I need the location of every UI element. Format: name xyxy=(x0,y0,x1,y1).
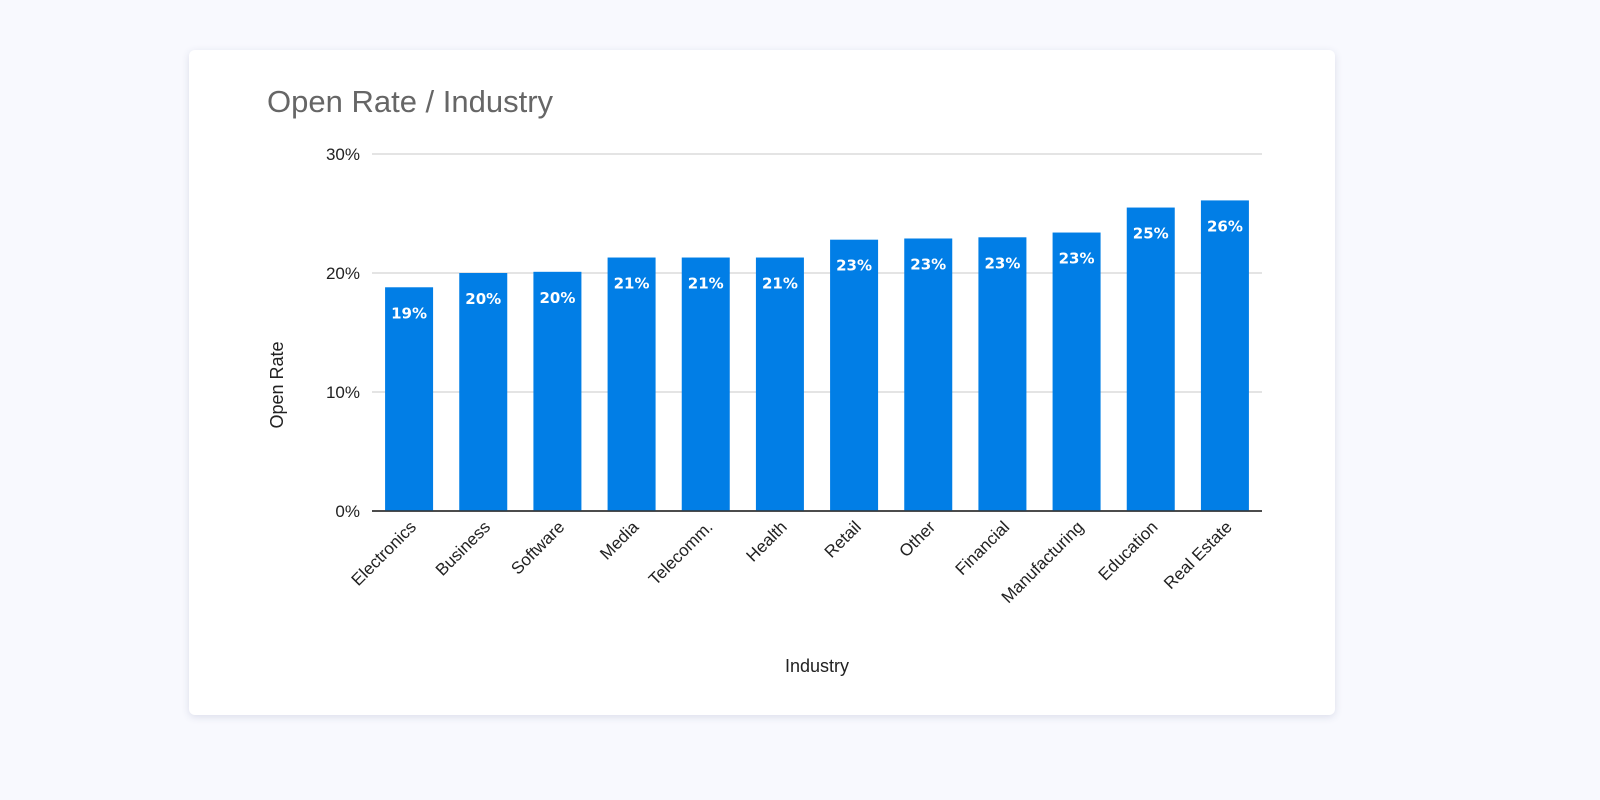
data-label: 21% xyxy=(614,275,650,293)
bar xyxy=(978,237,1027,512)
data-label: 21% xyxy=(688,275,724,293)
bar xyxy=(755,257,804,511)
data-label: 23% xyxy=(836,257,872,275)
bar xyxy=(904,238,953,512)
bar xyxy=(459,273,508,511)
y-tick-label: 20% xyxy=(326,264,360,283)
data-label: 20% xyxy=(465,290,501,308)
x-tick-label: Real Estate xyxy=(1160,517,1236,593)
bar xyxy=(1052,232,1101,512)
bar xyxy=(385,287,434,511)
data-label: 23% xyxy=(1059,250,1095,268)
y-tick-label: 30% xyxy=(326,145,360,164)
x-tick-label: Software xyxy=(507,517,568,578)
bar xyxy=(533,271,582,511)
x-tick-label: Telecomm. xyxy=(645,517,717,589)
x-tick-label: Health xyxy=(743,517,791,565)
y-tick-label: 0% xyxy=(335,502,360,521)
chart-title: Open Rate / Industry xyxy=(267,84,554,119)
bar xyxy=(1126,207,1175,512)
x-axis-title: Industry xyxy=(785,656,849,676)
data-label: 21% xyxy=(762,275,798,293)
bar xyxy=(681,257,730,511)
data-label: 19% xyxy=(391,304,427,322)
data-label: 26% xyxy=(1207,217,1243,235)
data-label: 20% xyxy=(539,289,575,307)
x-tick-label: Media xyxy=(596,517,643,564)
bar xyxy=(607,257,656,511)
x-tick-label: Electronics xyxy=(348,517,420,589)
x-tick-label: Retail xyxy=(821,517,865,561)
data-label: 25% xyxy=(1133,225,1169,243)
bar xyxy=(830,239,879,511)
bar xyxy=(1200,200,1249,511)
data-label: 23% xyxy=(910,255,946,273)
x-tick-label: Business xyxy=(432,517,494,579)
x-tick-label: Other xyxy=(896,517,940,561)
data-label: 23% xyxy=(984,254,1020,272)
y-axis-title: Open Rate xyxy=(267,341,287,428)
y-tick-label: 10% xyxy=(326,383,360,402)
x-tick-label: Education xyxy=(1095,517,1162,584)
x-tick-label: Financial xyxy=(952,517,1014,579)
